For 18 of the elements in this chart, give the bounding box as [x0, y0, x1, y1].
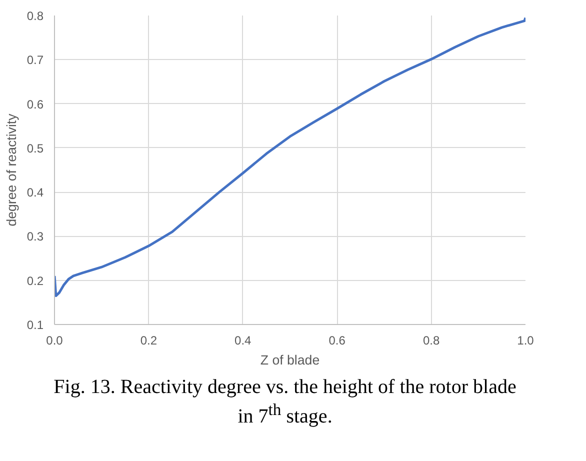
caption: Fig. 13. Reactivity degree vs. the height of the rotor blade in 7$^{th}$ stage. [52, 375, 518, 430]
y-tick-label: 0.5 [26, 141, 44, 156]
y-tick-label: 0.8 [26, 9, 44, 23]
y-tick-label: 0.1 [26, 318, 44, 332]
y-tick-label: 0.4 [26, 186, 44, 200]
x-tick-label: 0.0 [46, 334, 64, 348]
y-tick-label: 0.3 [26, 230, 44, 244]
line-series [54, 16, 526, 298]
y-tick-label: 0.7 [26, 53, 44, 68]
y-axis-title: degree of reactivity [4, 113, 19, 226]
x-tick-label: 0.6 [328, 334, 346, 348]
y-tick-label: 0.2 [26, 274, 44, 288]
x-tick-label: 0.8 [422, 334, 440, 348]
x-tick-label: 1.0 [517, 334, 534, 348]
y-tick-label: 0.6 [26, 97, 44, 112]
x-tick-label: 0.4 [234, 334, 252, 348]
x-tick-label: 0.2 [140, 334, 158, 348]
x-axis-title: Z of blade [260, 352, 320, 368]
